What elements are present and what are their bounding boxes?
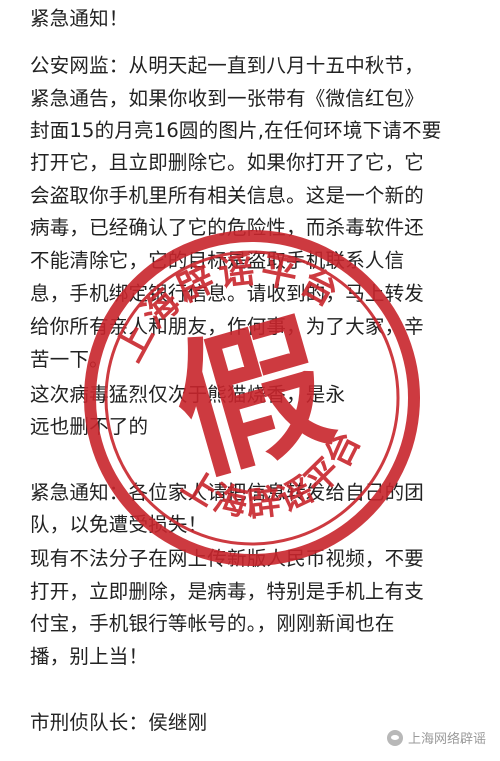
notice-line: 付宝，手机银行等帐号的。，刚刚新闻也在 (30, 612, 395, 635)
watermark-text: 上海网络辟谣 (407, 732, 486, 747)
notice-line: 这次病毒猛烈仅次于熊猫烧香，是永 (30, 383, 346, 406)
wechat-icon (386, 729, 403, 746)
stamp-inner-ring (104, 250, 400, 546)
notice-line: 紧急通告，如果你收到一张带有《微信红包》 (30, 87, 425, 110)
notice-line: 打开，立即删除，是病毒，特别是手机上有支 (30, 580, 425, 603)
watermark: 上海网络辟谣 (386, 728, 486, 747)
notice-line: 封面15的月亮16圆的图片,在任何环境下请不要 (30, 119, 442, 142)
notice-line: 紧急通知！ (30, 7, 129, 30)
fake-stamp: 上海辟谣平台 上海辟谣平台 假 (84, 228, 420, 566)
notice-line: 打开它，且立即删除它。如果你打开了它，它 (30, 151, 425, 174)
notice-line: 会盗取你手机里所有相关信息。这是一个新的 (30, 184, 425, 207)
notice-line: 公安网监：从明天起一直到八月十五中秋节， (30, 54, 425, 77)
notice-line: 播，别上当！ (30, 645, 149, 668)
stamp-outer-ring (84, 230, 420, 566)
notice-line: 病毒，已经确认了它的危险性，而杀毒软件还 (30, 216, 425, 239)
notice-line: 市刑侦队长：侯继刚 (30, 711, 208, 734)
notice-line: 不能清除它，它的目标是盗取手机联系人信 (30, 249, 405, 272)
